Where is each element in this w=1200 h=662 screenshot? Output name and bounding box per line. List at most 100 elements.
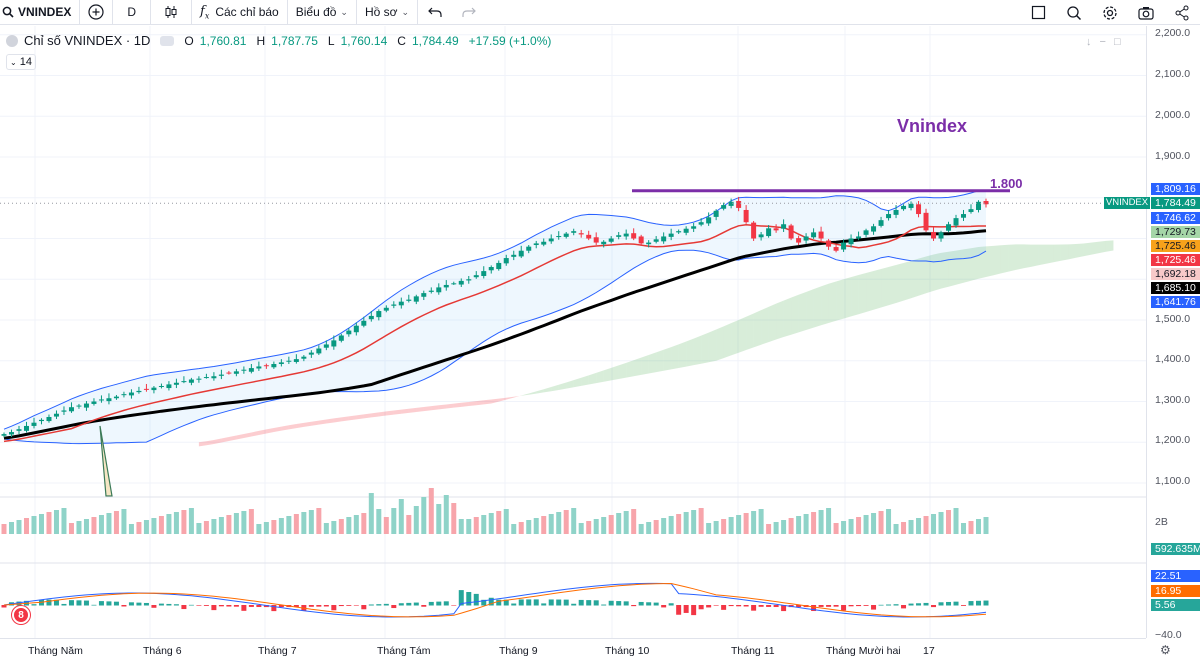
symbol-logo-icon	[6, 34, 18, 47]
volume-bar	[301, 512, 307, 534]
chart-type-menu[interactable]: Biểu đồ ⌄	[288, 0, 357, 25]
cloud-segment	[1045, 244, 1054, 264]
plus-circle-icon	[88, 4, 104, 20]
fullscreen-button[interactable]	[1021, 0, 1056, 25]
candle-body	[623, 233, 629, 237]
macd-axis-min: −40.0	[1155, 629, 1182, 641]
camera-icon	[1138, 6, 1154, 20]
volume-bar	[271, 520, 277, 534]
price-tick: 1,100.0	[1155, 475, 1191, 487]
volume-bar	[728, 517, 734, 534]
volume-bar	[871, 513, 877, 534]
visibility-icon[interactable]	[160, 35, 175, 46]
candle-body	[833, 247, 839, 251]
candle-body	[661, 236, 667, 242]
candle-body	[616, 235, 622, 237]
candle-body	[856, 236, 862, 239]
candle-body	[818, 231, 824, 239]
symbol-label: VNINDEX	[18, 5, 72, 19]
macd-histogram-bar	[578, 599, 584, 606]
cloud-segment	[468, 401, 477, 407]
macd-histogram-bar	[76, 600, 82, 606]
price-scale[interactable]	[1146, 26, 1200, 638]
undo-button[interactable]	[418, 0, 452, 25]
macd-histogram-bar	[608, 600, 614, 606]
cloud-segment	[686, 338, 694, 367]
macd-line	[3, 582, 987, 618]
macd-histogram-bar	[481, 599, 487, 606]
cloud-segment	[693, 335, 702, 366]
legend-title[interactable]: Chỉ số VNINDEX · 1D	[24, 33, 151, 48]
candle-body	[848, 238, 854, 245]
annotation-level[interactable]: 1.800	[990, 176, 1023, 191]
indicator-count: 14	[19, 56, 32, 68]
compare-button[interactable]	[80, 0, 114, 25]
chart-canvas[interactable]	[0, 26, 1146, 638]
cloud-segment	[1090, 241, 1099, 255]
chevron-down-icon: ⌄	[401, 6, 410, 17]
volume-bar	[331, 521, 337, 534]
cloud-segment	[318, 419, 327, 425]
cloud-segment	[851, 275, 859, 317]
quick-search-button[interactable]	[1056, 0, 1092, 25]
layout-menu[interactable]: Hồ sơ ⌄	[357, 0, 419, 25]
macd-histogram-bar	[233, 605, 239, 607]
macd-histogram-bar	[323, 605, 329, 607]
symbol-search-button[interactable]: VNINDEX	[0, 0, 81, 25]
indicators-toggle[interactable]: ⌄ 14	[6, 54, 36, 70]
macd-histogram-bar	[113, 601, 119, 606]
macd-histogram-bar	[428, 601, 434, 606]
macd-histogram-bar	[263, 605, 269, 608]
maximize-icon[interactable]: □	[1113, 36, 1121, 48]
volume-bar	[158, 516, 164, 534]
macd-histogram-bar	[211, 605, 217, 611]
price-tick: 2,000.0	[1155, 109, 1191, 121]
volume-bar	[638, 524, 644, 534]
alert-badge[interactable]: 8	[12, 606, 30, 624]
macd-histogram-bar	[278, 605, 284, 608]
annotation-title[interactable]: Vnindex	[897, 116, 968, 136]
macd-histogram-bar	[728, 605, 734, 607]
candle-body	[496, 262, 502, 270]
volume-bar	[196, 523, 202, 534]
snapshot-button[interactable]	[1128, 0, 1164, 25]
chart-style-button[interactable]	[151, 0, 193, 25]
volume-bar	[346, 517, 352, 534]
gear-icon[interactable]: ⚙	[1160, 643, 1171, 657]
move-down-icon[interactable]: ↓	[1086, 36, 1092, 48]
cloud-segment	[791, 294, 799, 335]
indicators-button[interactable]: fx Các chỉ báo	[192, 0, 288, 25]
macd-histogram-bar	[406, 602, 412, 606]
volume-bar	[256, 524, 262, 534]
collapse-icon[interactable]: −	[1099, 36, 1106, 48]
interval-button[interactable]: D	[113, 0, 152, 25]
macd-histogram-bar	[346, 605, 352, 606]
macd-histogram-bar	[938, 602, 944, 606]
volume-bar	[698, 508, 704, 534]
volume-bar	[878, 511, 884, 534]
price-tag-bb-lower: 1,641.76	[1151, 296, 1200, 308]
volume-bar	[976, 519, 982, 534]
redo-button[interactable]	[452, 0, 486, 25]
candle-body	[721, 205, 727, 209]
cloud-segment	[1105, 240, 1114, 252]
price-tick: 1,500.0	[1155, 313, 1191, 325]
volume-bar	[31, 516, 37, 534]
cloud-segment	[866, 270, 874, 313]
volume-bar	[668, 516, 674, 534]
time-axis[interactable]	[0, 638, 1146, 662]
cloud-segment	[926, 254, 934, 294]
cloud-segment	[1098, 240, 1106, 254]
cloud-segment	[1008, 244, 1016, 272]
volume-bar	[766, 524, 772, 534]
share-button[interactable]	[1164, 0, 1200, 25]
cloud-segment	[228, 435, 237, 442]
cloud-segment	[656, 349, 664, 373]
macd-histogram-bar	[676, 605, 682, 615]
settings-button[interactable]	[1092, 0, 1128, 25]
candle-body	[503, 258, 509, 264]
candle-body	[563, 233, 569, 237]
macd-pane	[1, 582, 989, 618]
macd-histogram-bar	[218, 605, 224, 607]
volume-bar	[188, 508, 194, 534]
